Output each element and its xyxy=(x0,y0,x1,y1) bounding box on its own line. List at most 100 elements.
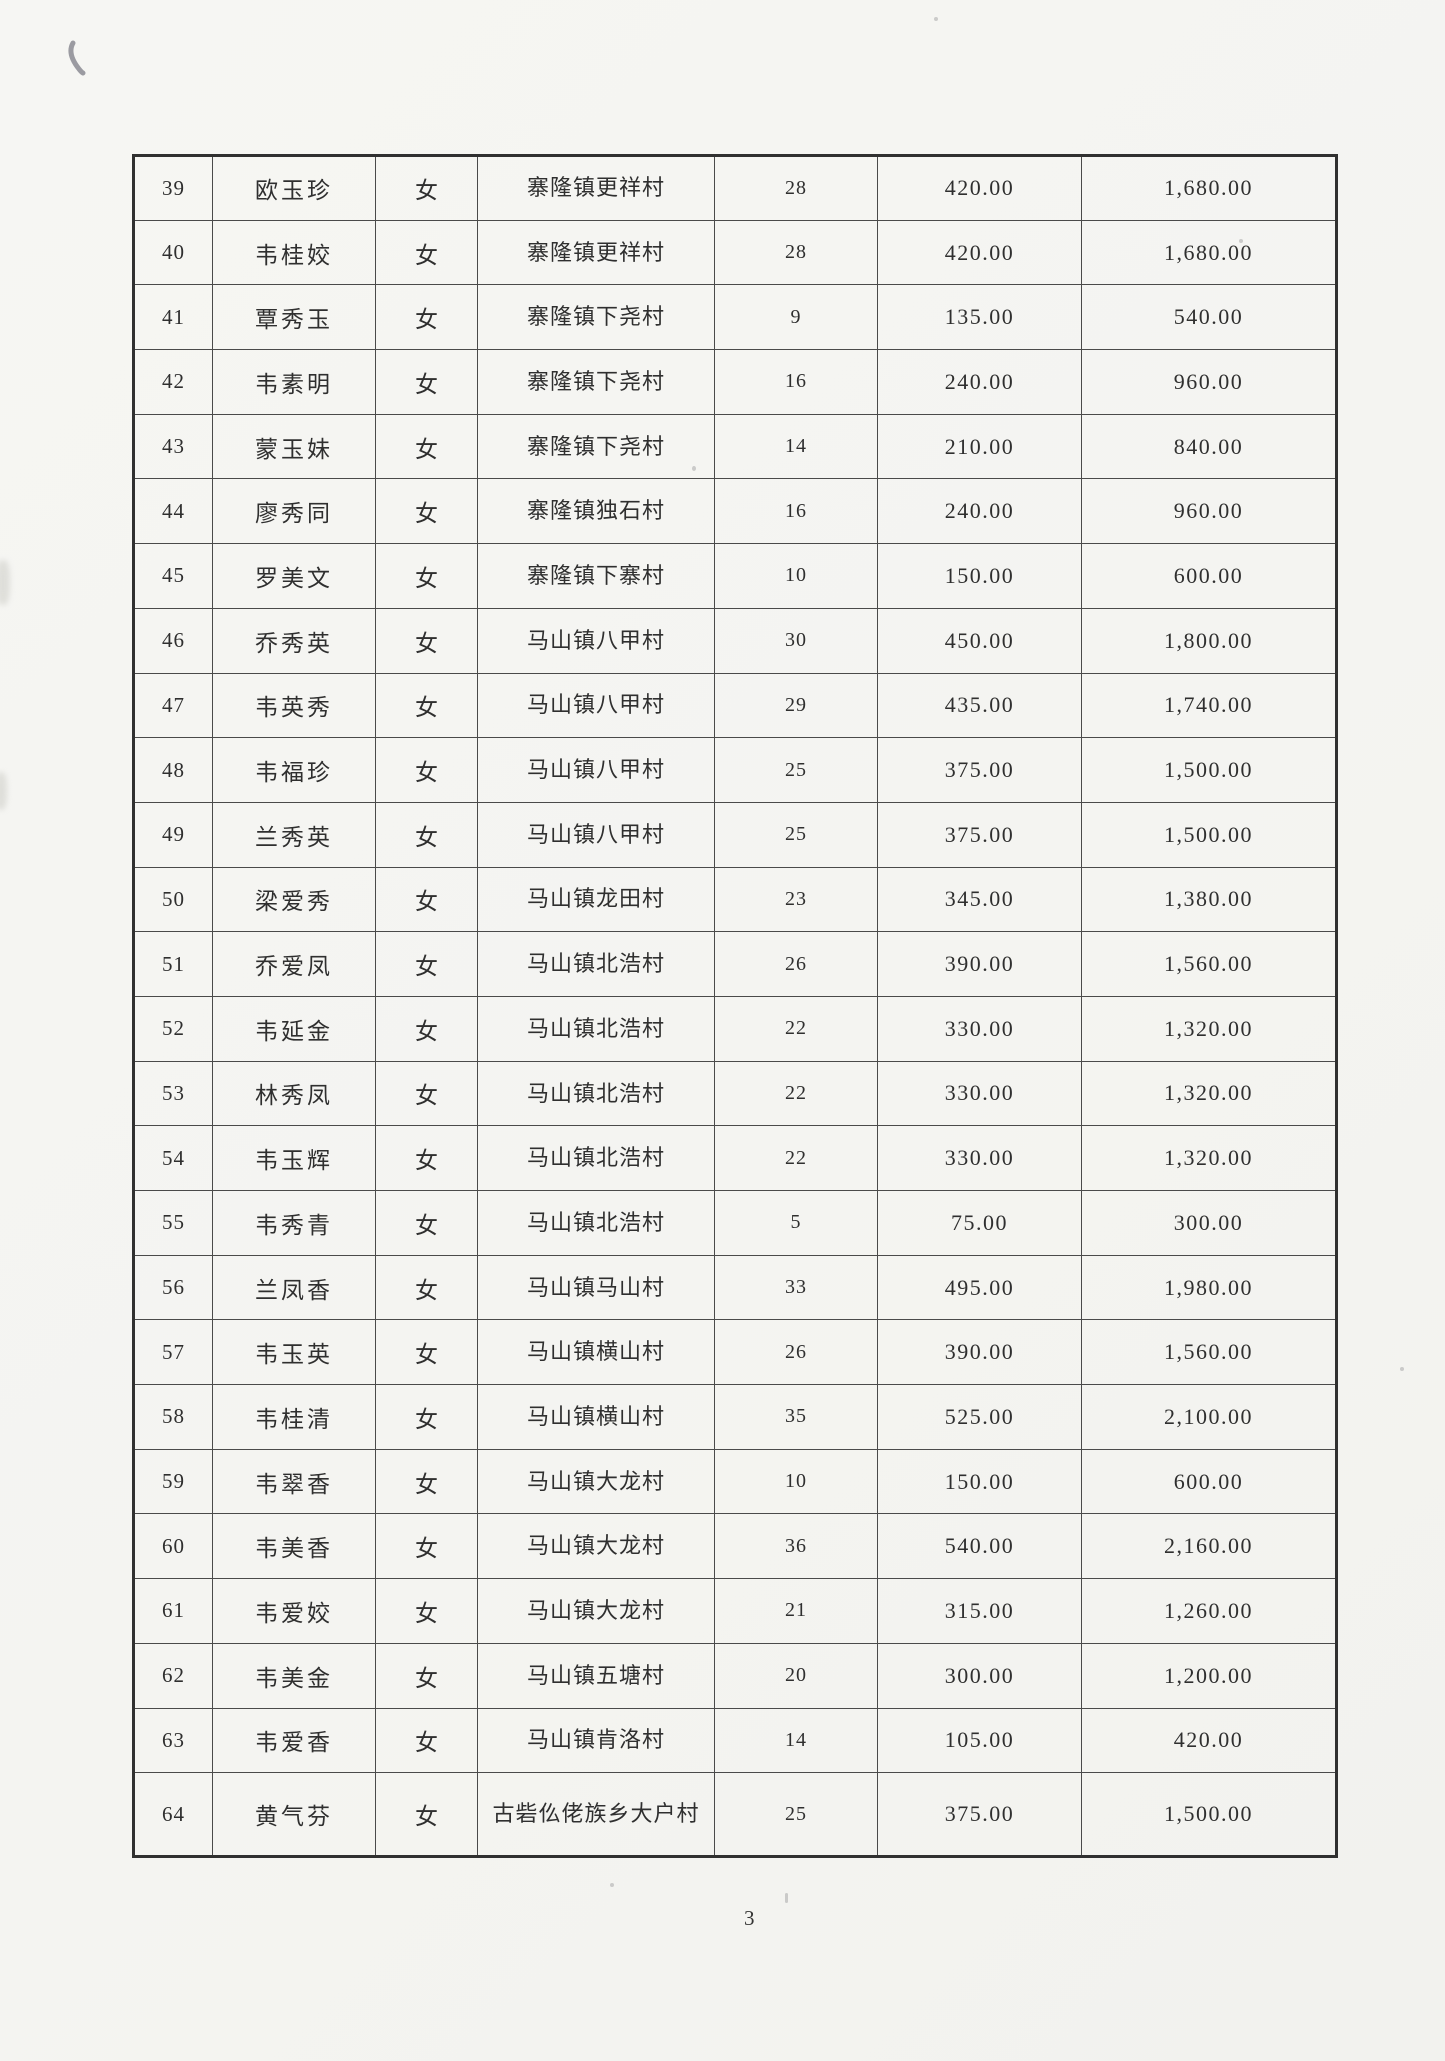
cell-gender: 女 xyxy=(375,349,478,415)
table-row: 46 乔秀英女马山镇八甲村 30 450.00 1,800.00 xyxy=(133,607,1337,674)
cell-village: 马山镇北浩村 xyxy=(477,1125,715,1191)
cell-name: 韦翠香 xyxy=(212,1448,376,1515)
table-row: 43 蒙玉妹女寨隆镇下尧村 14 210.00 840.00 xyxy=(133,413,1337,480)
cell-village: 寨隆镇更祥村 xyxy=(477,155,715,221)
cell-gender: 女 xyxy=(375,1448,478,1515)
cell-village: 寨隆镇更祥村 xyxy=(477,219,715,286)
cell-village: 古砦仫佬族乡大户村 xyxy=(477,1772,715,1858)
table-row: 51 乔爱凤女马山镇北浩村 26 390.00 1,560.00 xyxy=(133,931,1337,997)
cell-amount: 375.00 xyxy=(877,737,1082,803)
cell-name: 欧玉珍 xyxy=(212,155,376,221)
cell-gender: 女 xyxy=(375,801,478,868)
cell-gender: 女 xyxy=(375,1578,478,1644)
cell-gender: 女 xyxy=(375,1319,478,1386)
cell-gender: 女 xyxy=(375,672,478,739)
cell-total: 1,320.00 xyxy=(1081,1060,1337,1127)
cell-name: 罗美文 xyxy=(212,543,376,609)
cell-no: 40 xyxy=(133,219,213,286)
cell-days: 35 xyxy=(714,1384,878,1450)
cell-gender: 女 xyxy=(375,155,478,221)
cell-village: 马山镇八甲村 xyxy=(477,607,715,674)
cell-village: 寨隆镇独石村 xyxy=(477,478,715,545)
table-row: 59 韦翠香女马山镇大龙村 10 150.00 600.00 xyxy=(133,1448,1337,1515)
cell-no: 61 xyxy=(133,1578,213,1644)
cell-days: 25 xyxy=(714,801,878,868)
cell-gender: 女 xyxy=(375,219,478,286)
cell-total: 540.00 xyxy=(1081,284,1337,351)
cell-gender: 女 xyxy=(375,1125,478,1191)
cell-amount: 210.00 xyxy=(877,413,1082,480)
cell-no: 52 xyxy=(133,995,213,1062)
cell-name: 韦桂姣 xyxy=(212,219,376,286)
table-row: 42 韦素明女寨隆镇下尧村 16 240.00 960.00 xyxy=(133,349,1337,415)
table-row: 47 韦英秀女马山镇八甲村 29 435.00 1,740.00 xyxy=(133,672,1337,739)
cell-no: 59 xyxy=(133,1448,213,1515)
cell-name: 黄气芬 xyxy=(212,1772,376,1858)
cell-amount: 375.00 xyxy=(877,801,1082,868)
cell-name: 乔秀英 xyxy=(212,607,376,674)
cell-village: 寨隆镇下尧村 xyxy=(477,349,715,415)
cell-days: 28 xyxy=(714,155,878,221)
cell-gender: 女 xyxy=(375,866,478,933)
cell-gender: 女 xyxy=(375,1060,478,1127)
cell-name: 韦美香 xyxy=(212,1513,376,1580)
table-row: 57 韦玉英女马山镇横山村 26 390.00 1,560.00 xyxy=(133,1319,1337,1386)
cell-total: 600.00 xyxy=(1081,1448,1337,1515)
cell-days: 14 xyxy=(714,1707,878,1774)
cell-days: 20 xyxy=(714,1642,878,1709)
cell-amount: 525.00 xyxy=(877,1384,1082,1450)
cell-gender: 女 xyxy=(375,1190,478,1256)
table-row: 49 兰秀英女马山镇八甲村 25 375.00 1,500.00 xyxy=(133,801,1337,868)
beneficiary-table: 39 欧玉珍女寨隆镇更祥村 28 420.00 1,680.00 40 韦桂姣女寨隆镇更祥村… xyxy=(132,154,1338,1859)
cell-name: 韦爱姣 xyxy=(212,1578,376,1644)
scan-speck xyxy=(610,1883,614,1887)
cell-name: 覃秀玉 xyxy=(212,284,376,351)
cell-amount: 330.00 xyxy=(877,995,1082,1062)
cell-amount: 315.00 xyxy=(877,1578,1082,1644)
cell-total: 1,320.00 xyxy=(1081,995,1337,1062)
cell-amount: 150.00 xyxy=(877,1448,1082,1515)
cell-total: 2,160.00 xyxy=(1081,1513,1337,1580)
cell-no: 58 xyxy=(133,1384,213,1450)
cell-village: 马山镇龙田村 xyxy=(477,866,715,933)
cell-total: 960.00 xyxy=(1081,349,1337,415)
cell-days: 26 xyxy=(714,931,878,997)
cell-days: 29 xyxy=(714,672,878,739)
cell-name: 韦玉辉 xyxy=(212,1125,376,1191)
cell-days: 16 xyxy=(714,349,878,415)
cell-amount: 375.00 xyxy=(877,1772,1082,1858)
cell-name: 乔爱凤 xyxy=(212,931,376,997)
cell-days: 33 xyxy=(714,1254,878,1321)
cell-village: 寨隆镇下尧村 xyxy=(477,284,715,351)
cell-village: 马山镇横山村 xyxy=(477,1319,715,1386)
cell-no: 47 xyxy=(133,672,213,739)
cell-amount: 135.00 xyxy=(877,284,1082,351)
cell-name: 兰凤香 xyxy=(212,1254,376,1321)
table-row: 58 韦桂清女马山镇横山村 35 525.00 2,100.00 xyxy=(133,1384,1337,1450)
cell-name: 韦延金 xyxy=(212,995,376,1062)
cell-no: 60 xyxy=(133,1513,213,1580)
cell-village: 马山镇北浩村 xyxy=(477,931,715,997)
cell-no: 42 xyxy=(133,349,213,415)
page-number: 3 xyxy=(744,1906,755,1930)
cell-name: 韦福珍 xyxy=(212,737,376,803)
cell-no: 63 xyxy=(133,1707,213,1774)
cell-amount: 75.00 xyxy=(877,1190,1082,1256)
cell-gender: 女 xyxy=(375,1513,478,1580)
cell-name: 林秀凤 xyxy=(212,1060,376,1127)
cell-name: 蒙玉妹 xyxy=(212,413,376,480)
cell-village: 寨隆镇下尧村 xyxy=(477,413,715,480)
table-row: 45 罗美文女寨隆镇下寨村 10 150.00 600.00 xyxy=(133,543,1337,609)
table-row: 39 欧玉珍女寨隆镇更祥村 28 420.00 1,680.00 xyxy=(133,155,1337,221)
cell-amount: 495.00 xyxy=(877,1254,1082,1321)
scan-smudge xyxy=(0,772,7,810)
cell-no: 41 xyxy=(133,284,213,351)
cell-total: 600.00 xyxy=(1081,543,1337,609)
cell-name: 韦英秀 xyxy=(212,672,376,739)
cell-days: 22 xyxy=(714,995,878,1062)
cell-no: 53 xyxy=(133,1060,213,1127)
cell-total: 960.00 xyxy=(1081,478,1337,545)
cell-name: 韦玉英 xyxy=(212,1319,376,1386)
cell-no: 44 xyxy=(133,478,213,545)
